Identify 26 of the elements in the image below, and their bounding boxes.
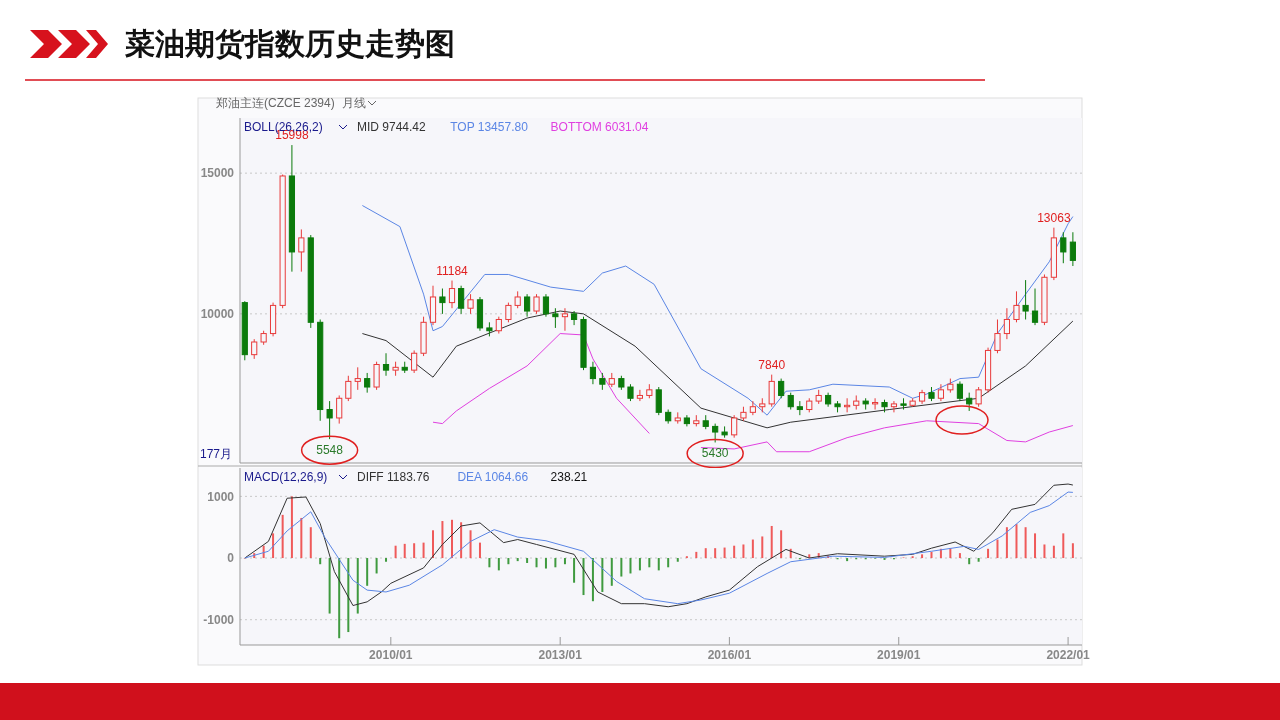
text: 177月 (200, 447, 233, 461)
y-tick-label: 0 (227, 551, 235, 566)
legend-title: MACD(12,26,9) (244, 470, 328, 485)
y-tick-label: 15000 (200, 166, 235, 181)
x-tick-label: 2010/01 (369, 648, 413, 662)
x-tick-label: 2016/01 (707, 648, 752, 662)
text: DEA 1064.66 (457, 470, 529, 485)
text: DIFF 1183.76 (357, 470, 430, 485)
y-tick-label: 10000 (200, 307, 235, 322)
annotation: 5548 (316, 443, 344, 458)
text: MID 9744.42 (357, 120, 427, 135)
annotation: 7840 (758, 357, 786, 372)
annotation: 13063 (1037, 210, 1071, 225)
text: 郑油主连(CZCE 2394) (216, 96, 335, 110)
x-tick-label: 2022/01 (1046, 648, 1091, 662)
annotation: 5430 (701, 446, 729, 461)
x-tick-label: 2019/01 (877, 648, 921, 662)
x-tick-label: 2013/01 (538, 648, 583, 662)
y-tick-label: -1000 (203, 612, 235, 627)
chart-title: 菜油期货指数历史走势图 (124, 27, 455, 60)
y-tick-label: 1000 (207, 489, 235, 504)
text: 月线 (342, 96, 366, 110)
annotation: 238.21 (550, 470, 588, 485)
text: TOP 13457.80 (450, 120, 529, 135)
text: BOTTOM 6031.04 (550, 120, 649, 135)
annotation: 11184 (436, 263, 469, 278)
